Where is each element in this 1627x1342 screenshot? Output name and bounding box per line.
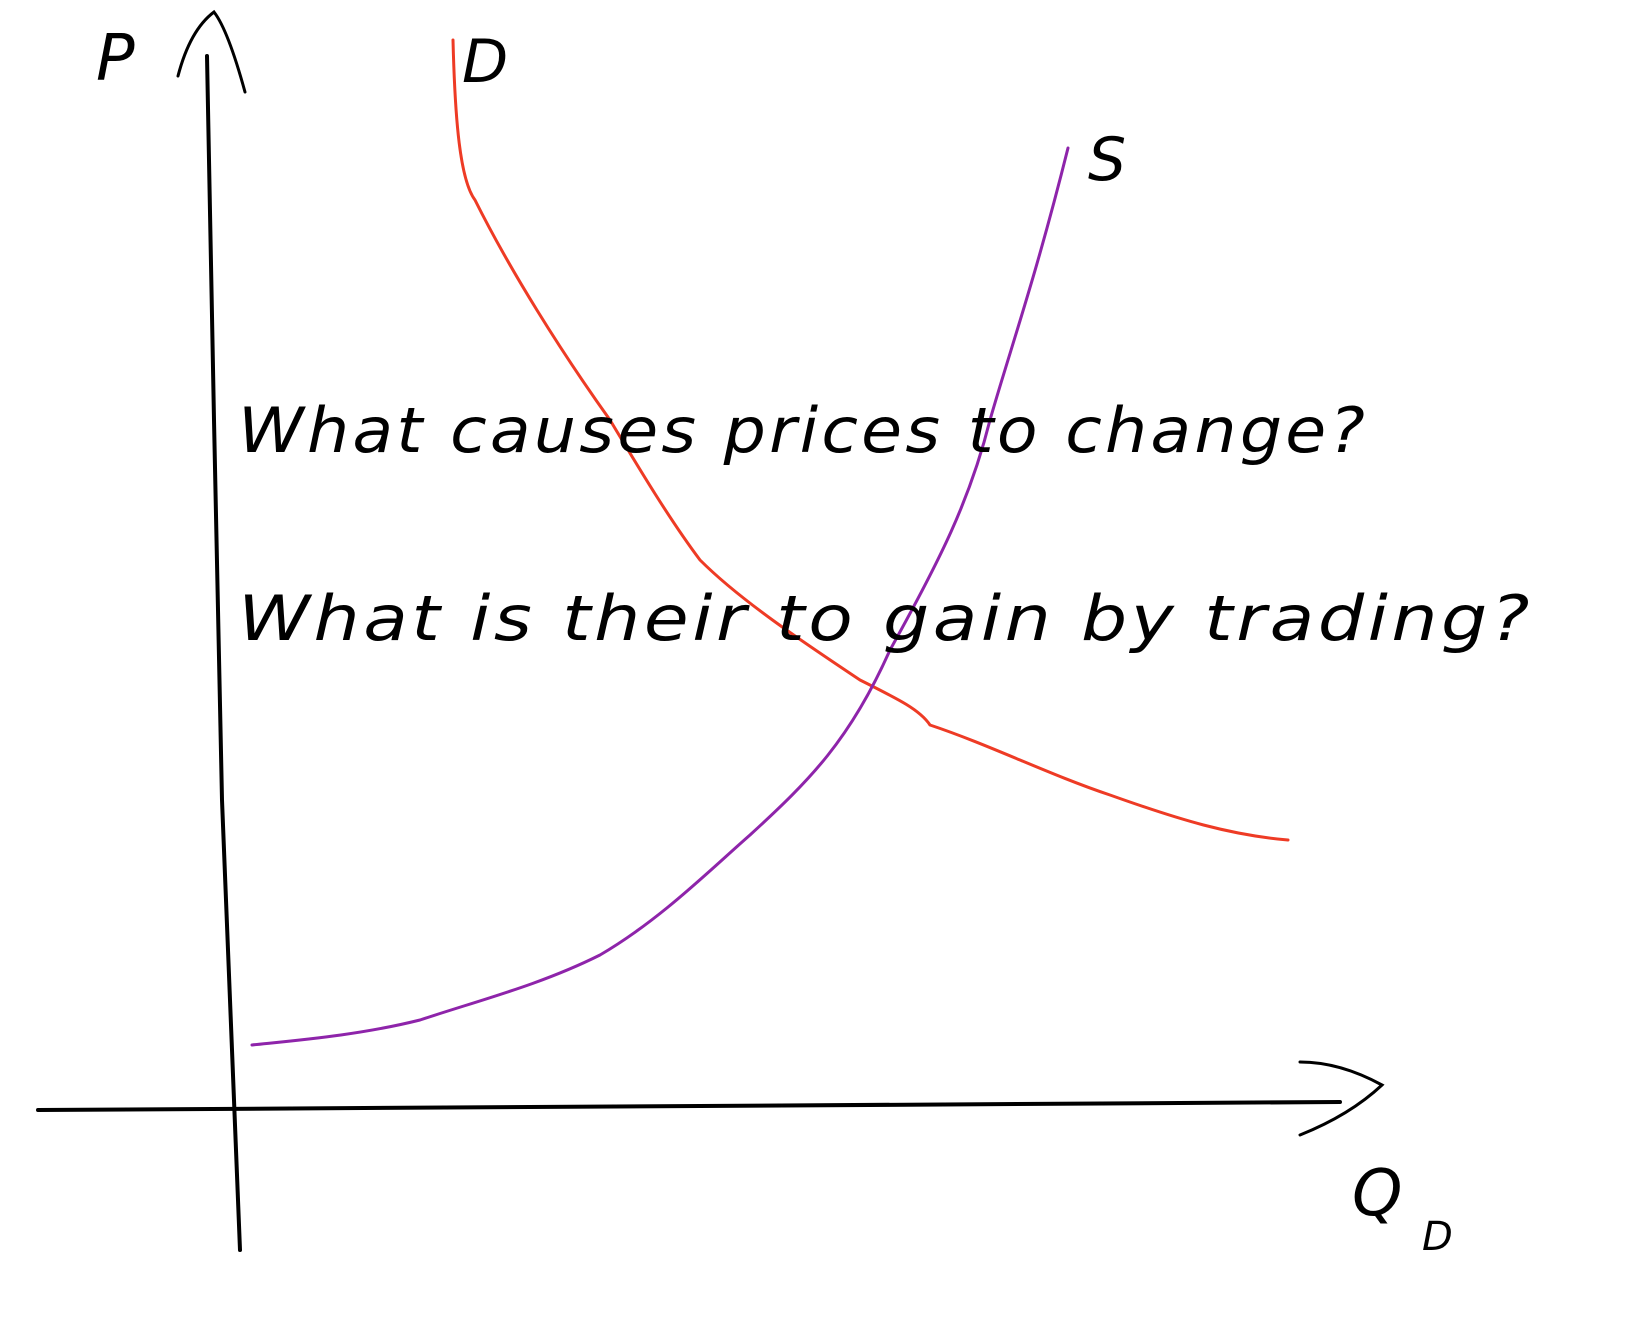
x-axis-arrowhead	[1298, 1060, 1385, 1137]
supply-curve-label: S	[1088, 125, 1126, 195]
x-axis-label-subscript: D	[1422, 1214, 1453, 1260]
note-line-2: What is their to gain by trading?	[238, 582, 1533, 655]
y-axis	[205, 54, 242, 1252]
demand-curve-label: D	[462, 27, 508, 97]
supply-curve	[250, 146, 1070, 1047]
y-axis-label: P	[96, 22, 135, 96]
y-axis-arrowhead	[176, 9, 247, 94]
note-line-1: What causes prices to change?	[238, 394, 1368, 467]
x-axis	[36, 1100, 1342, 1112]
demand-curve	[451, 38, 1290, 842]
x-axis-label: Q	[1352, 1157, 1402, 1231]
